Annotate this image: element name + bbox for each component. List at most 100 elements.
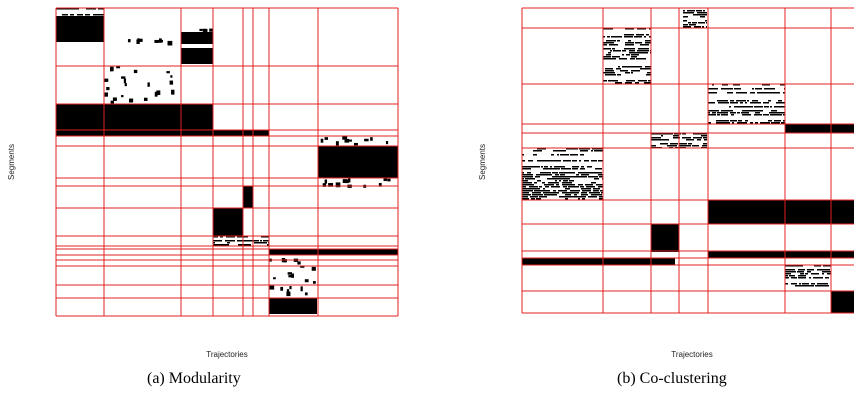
block <box>181 104 213 130</box>
speckle <box>608 52 611 54</box>
speckle <box>213 236 218 238</box>
speckle <box>588 176 598 178</box>
speckle <box>745 220 752 222</box>
speckle <box>553 150 558 152</box>
speckle <box>199 28 203 32</box>
speckle <box>269 285 275 290</box>
speckle <box>736 100 746 102</box>
speckle <box>731 114 734 116</box>
speckle <box>557 154 559 156</box>
speckle <box>599 196 603 198</box>
speckle <box>752 220 754 222</box>
speckle <box>370 137 373 141</box>
speckle <box>682 133 686 135</box>
speckle <box>537 160 545 162</box>
speckle <box>730 100 734 102</box>
speckle <box>104 78 109 82</box>
speckle <box>593 190 599 192</box>
speckle <box>640 68 651 70</box>
speckle <box>645 66 647 68</box>
speckle <box>789 275 795 277</box>
speckle <box>822 273 824 275</box>
speckle <box>724 88 733 90</box>
speckle <box>620 70 628 72</box>
block <box>708 251 854 258</box>
speckle <box>645 42 651 44</box>
speckle <box>522 196 528 198</box>
speckle <box>651 139 660 141</box>
speckle <box>771 110 777 112</box>
speckle <box>683 16 688 18</box>
speckle <box>725 102 729 104</box>
block <box>56 104 104 130</box>
speckle <box>817 269 820 271</box>
speckle <box>700 16 705 18</box>
speckle <box>763 102 766 104</box>
speckle <box>706 26 707 28</box>
speckle <box>785 283 788 285</box>
speckle <box>558 190 564 192</box>
speckle <box>594 178 599 180</box>
speckle <box>754 106 763 108</box>
speckle <box>651 137 661 139</box>
speckle <box>647 72 651 74</box>
speckle <box>628 40 631 42</box>
speckle <box>579 148 590 150</box>
speckle <box>548 182 559 184</box>
speckle <box>601 192 603 194</box>
speckle <box>791 283 797 285</box>
speckle <box>606 40 616 42</box>
speckle <box>598 186 603 188</box>
speckle <box>542 182 545 184</box>
speckle <box>738 216 741 218</box>
speckle <box>595 168 599 170</box>
speckle <box>605 74 616 76</box>
speckle <box>721 88 724 90</box>
speckle <box>622 50 626 52</box>
speckle <box>618 66 620 68</box>
speckle <box>283 259 287 263</box>
speckle <box>237 236 245 238</box>
speckle <box>721 216 731 218</box>
speckle <box>708 102 713 104</box>
speckle <box>342 136 348 140</box>
speckle <box>608 80 618 82</box>
speckle <box>525 178 535 180</box>
speckle <box>580 154 584 156</box>
speckle <box>568 186 579 188</box>
speckle <box>535 176 540 178</box>
speckle <box>537 180 541 182</box>
speckle <box>727 122 730 124</box>
speckle <box>742 106 753 108</box>
speckle <box>535 154 537 156</box>
speckle <box>755 88 762 90</box>
speckle <box>170 75 173 78</box>
speckle <box>530 196 538 198</box>
speckle <box>683 12 694 14</box>
speckle <box>718 102 725 104</box>
speckle <box>133 69 138 74</box>
speckle <box>703 137 705 139</box>
speckle <box>667 145 677 147</box>
speckle <box>572 166 579 168</box>
speckle <box>569 180 574 182</box>
speckle <box>569 176 578 178</box>
speckle <box>556 184 559 186</box>
speckle <box>543 188 545 190</box>
speckle <box>383 178 388 182</box>
panel-modularity: Segments Trajectories (a) Modularity <box>7 7 399 387</box>
speckle <box>760 122 770 124</box>
speckle <box>110 68 113 72</box>
speckle <box>286 289 290 292</box>
block <box>181 48 213 64</box>
speckle <box>267 244 269 246</box>
speckle <box>570 154 578 156</box>
speckle <box>661 133 665 135</box>
speckle <box>716 122 727 124</box>
speckle <box>693 133 704 135</box>
speckle <box>717 100 728 102</box>
speckle <box>638 48 649 50</box>
speckle <box>70 14 74 16</box>
speckle <box>252 240 259 242</box>
speckle <box>734 214 743 216</box>
